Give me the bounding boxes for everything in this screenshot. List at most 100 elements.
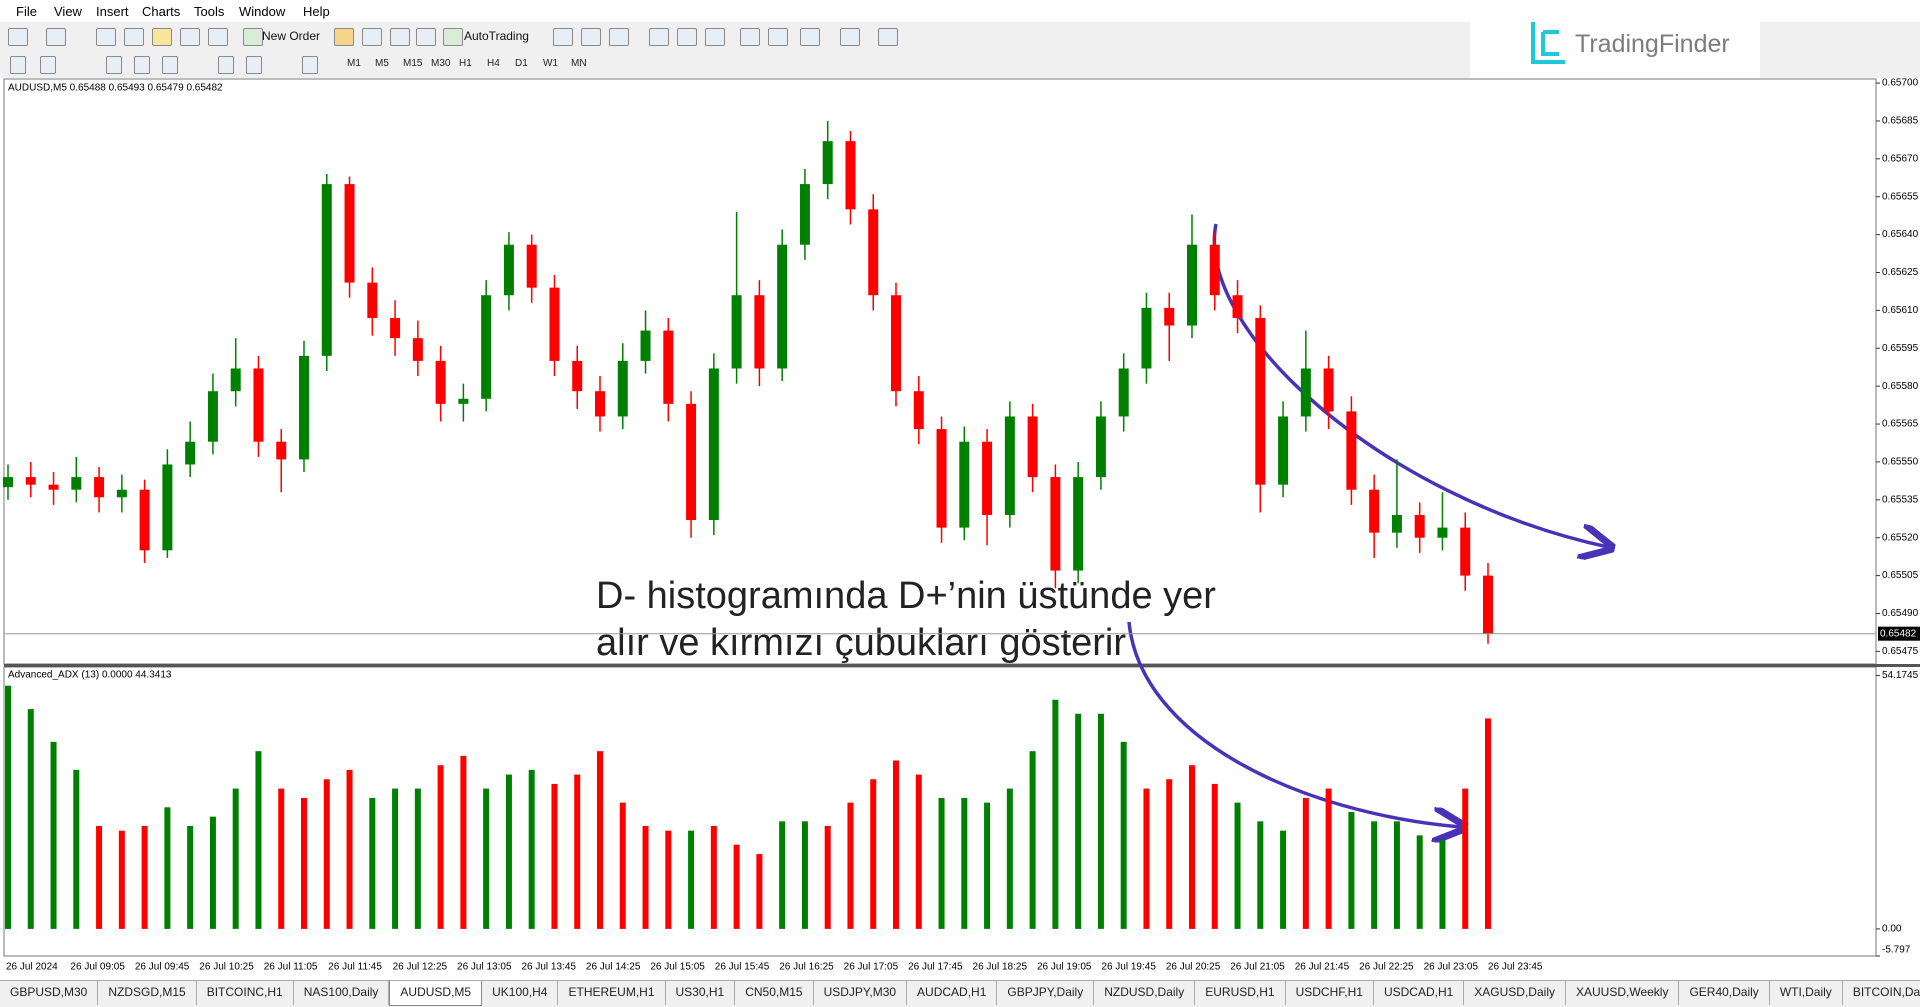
tab[interactable]: GBPJPY,Daily	[997, 981, 1095, 1005]
y-tick-label: 0.65640	[1882, 229, 1919, 240]
timeframe-button[interactable]: H1	[459, 58, 472, 69]
menu-item[interactable]: Window	[239, 4, 286, 19]
menu-item[interactable]: Help	[303, 4, 330, 19]
tab[interactable]: NZDSGD,M15	[98, 981, 197, 1005]
icon	[302, 56, 318, 74]
candle-body	[1118, 368, 1129, 417]
histogram-bar	[984, 802, 991, 929]
y-tick-label: 0.65535	[1882, 494, 1919, 505]
x-tick-label: 26 Jul 16:25	[779, 962, 834, 973]
menu-item[interactable]: View	[54, 4, 82, 19]
x-tick-label: 26 Jul 18:25	[973, 962, 1028, 973]
candle-body	[1187, 244, 1197, 326]
histogram-bar	[1189, 765, 1195, 929]
x-tick-label: 26 Jul 23:05	[1424, 962, 1479, 973]
candle-body	[959, 441, 970, 528]
histogram-bar	[1166, 779, 1173, 929]
icon	[10, 56, 26, 74]
menu-item[interactable]: Tools	[194, 4, 225, 19]
histogram-bar	[1143, 788, 1150, 929]
timeframe-button[interactable]: M5	[375, 58, 389, 69]
candle-body	[1414, 514, 1425, 538]
timeframe-button[interactable]: M15	[403, 58, 423, 69]
candle-body	[435, 360, 446, 404]
tab[interactable]: ETHEREUM,H1	[558, 981, 666, 1005]
icon	[840, 28, 860, 46]
candle-body	[777, 244, 788, 369]
candle-body	[595, 391, 605, 417]
x-tick-label: 26 Jul 14:25	[586, 962, 641, 973]
y-tick-label: 0.65670	[1882, 153, 1919, 164]
tab[interactable]: GBPUSD,M30	[0, 981, 99, 1005]
histogram-bar	[301, 797, 307, 929]
histogram-bar	[141, 826, 148, 929]
tab[interactable]: NAS100,Daily	[294, 981, 390, 1005]
x-tick-label: 26 Jul 13:05	[457, 962, 512, 973]
candle-body	[1483, 575, 1493, 634]
histogram-bar	[870, 779, 877, 929]
icon	[768, 28, 788, 46]
icon	[677, 28, 697, 46]
chart-title: AUDUSD,M5 0.65488 0.65493 0.65479 0.6548…	[8, 83, 223, 94]
histogram-bar	[1485, 718, 1491, 929]
tab[interactable]: BITCOINC,H1	[197, 981, 294, 1005]
x-tick-label: 26 Jul 15:05	[650, 962, 705, 973]
tab[interactable]: EURUSD,H1	[1195, 981, 1286, 1005]
timeframe-button[interactable]: D1	[515, 58, 528, 69]
menu-item[interactable]: File	[16, 4, 37, 19]
logo-text: TradingFinder	[1575, 30, 1730, 58]
tab[interactable]: AUDCAD,H1	[907, 981, 998, 1005]
histogram-bar	[1462, 788, 1469, 929]
tab[interactable]: AUDUSD,M5	[389, 981, 483, 1006]
button-label[interactable]: AutoTrading	[464, 29, 529, 43]
tab[interactable]: XAUUSD,Weekly	[1566, 981, 1680, 1005]
icon	[134, 56, 150, 74]
tab[interactable]: USDCAD,H1	[1374, 981, 1465, 1005]
tab[interactable]: XAGUSD,Daily	[1464, 981, 1566, 1005]
histogram-bar	[369, 797, 376, 929]
tab[interactable]: NZDUSD,Daily	[1094, 981, 1196, 1005]
annotation: alır ve kırmızı çubukları gösterir	[596, 622, 1126, 664]
tab[interactable]: BITCOIN,Daily	[1843, 981, 1920, 1005]
tab[interactable]: USDJPY,M30	[814, 981, 908, 1005]
candle-body	[982, 441, 993, 515]
histogram-bar	[483, 788, 490, 929]
histogram-bar	[801, 821, 808, 929]
candle-body	[845, 141, 856, 210]
histogram-bar	[50, 741, 57, 929]
histogram-bar	[255, 751, 262, 929]
y-tick-label: 0.65595	[1882, 343, 1919, 354]
tab-bar: GBPUSD,M30 NZDSGD,M15 BITCOINC,H1 NAS100,Da…	[0, 980, 1920, 1007]
tab[interactable]: WTI,Daily	[1770, 981, 1843, 1005]
timeframe-button[interactable]: W1	[543, 58, 558, 69]
icon[interactable]	[243, 28, 263, 46]
tab[interactable]: US30,H1	[666, 981, 736, 1005]
candle-body	[1460, 527, 1471, 576]
timeframe-button[interactable]: M1	[347, 58, 361, 69]
timeframe-button[interactable]: M30	[431, 58, 451, 69]
tab[interactable]: UK100,H4	[482, 981, 559, 1005]
x-tick-label: 26 Jul 17:05	[844, 962, 899, 973]
icon[interactable]	[443, 28, 463, 46]
y-tick-label: 0.00	[1882, 924, 1902, 935]
x-tick-label: 26 Jul 10:25	[199, 962, 254, 973]
histogram-bar	[1075, 713, 1082, 929]
histogram-bar	[642, 826, 649, 929]
y-tick-label: 0.65700	[1882, 78, 1919, 89]
menu-item[interactable]: Insert	[96, 4, 129, 19]
icon	[218, 56, 234, 74]
arrow	[1127, 621, 1461, 827]
candle-body	[1369, 489, 1380, 533]
icon	[208, 28, 228, 46]
tab[interactable]: GER40,Daily	[1679, 981, 1770, 1005]
timeframe-button[interactable]: MN	[571, 58, 587, 69]
histogram-bar	[1211, 783, 1218, 929]
button-label[interactable]: New Order	[262, 29, 321, 43]
menu-item[interactable]: Charts	[142, 4, 181, 19]
timeframe-button[interactable]: H4	[487, 58, 500, 69]
histogram-bar	[619, 802, 626, 929]
tab[interactable]: USDCHF,H1	[1286, 981, 1374, 1005]
candle-body	[344, 184, 355, 283]
price-label: 0.65482	[1880, 628, 1917, 639]
tab[interactable]: CN50,M15	[735, 981, 814, 1005]
